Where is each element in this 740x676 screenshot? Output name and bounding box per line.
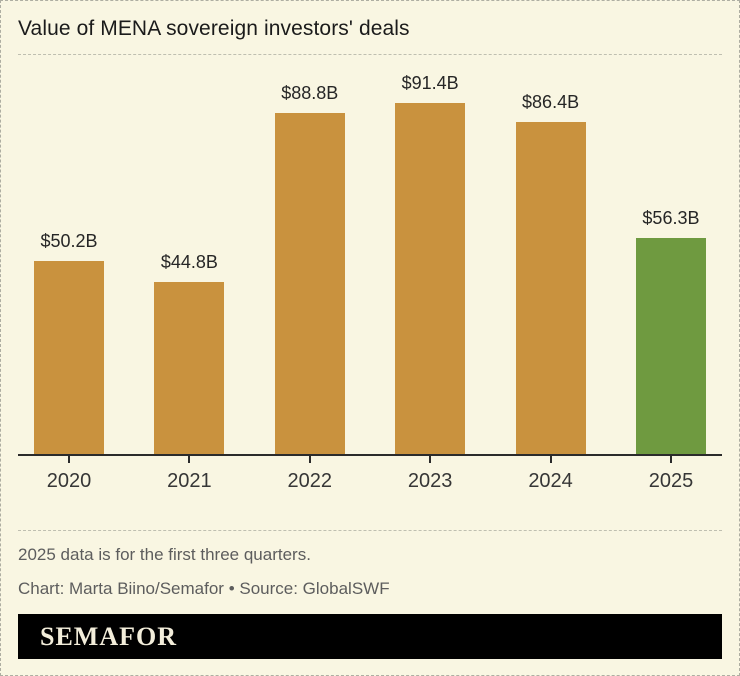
x-axis-line [18, 454, 722, 456]
title-divider [18, 54, 722, 55]
x-tick [429, 456, 432, 463]
plot-area: $50.2B $44.8B $88.8B $91.4B $86.4B $56.3… [18, 73, 722, 454]
bar-column: $56.3B [635, 208, 706, 454]
bar [274, 113, 345, 454]
bar-value-label: $86.4B [522, 92, 580, 112]
bar-column: $44.8B [154, 252, 225, 454]
x-tick-group: 2022 [275, 456, 345, 493]
x-tick-label: 2025 [648, 470, 694, 492]
bar-column: $86.4B [515, 92, 586, 454]
bar [34, 261, 104, 454]
x-tick [188, 456, 191, 463]
x-tick-group: 2021 [154, 456, 224, 493]
chart-title: Value of MENA sovereign investors' deals [18, 17, 410, 40]
bar-value-label: $56.3B [642, 208, 700, 228]
footnote: 2025 data is for the first three quarter… [18, 545, 311, 564]
x-tick-label: 2022 [287, 470, 333, 492]
bar-value-label: $50.2B [40, 231, 98, 251]
x-tick [549, 456, 552, 463]
bar-value-label: $91.4B [401, 73, 459, 93]
x-tick-label: 2021 [167, 470, 212, 492]
logo-bar: SEMAFOR [18, 614, 722, 659]
bar [635, 238, 706, 454]
bar [515, 122, 586, 454]
bar [154, 282, 225, 454]
x-tick [308, 456, 311, 463]
x-tick [669, 456, 672, 463]
x-tick-group: 2025 [636, 456, 706, 493]
bar-column: $88.8B [274, 83, 345, 454]
x-tick-group: 2020 [34, 456, 104, 493]
x-tick [68, 456, 70, 463]
bar-value-label: $88.8B [281, 83, 339, 103]
x-tick-group: 2024 [516, 456, 586, 493]
x-tick-group: 2023 [395, 456, 465, 493]
credit-line: Chart: Marta Biino/Semafor • Source: Glo… [18, 579, 390, 598]
bar-value-label: $44.8B [160, 252, 218, 272]
bar [395, 103, 466, 454]
footer-divider [18, 530, 722, 531]
bar-column: $50.2B [34, 231, 104, 454]
x-axis-labels: 2020 2021 2022 2023 2024 2025 [18, 456, 722, 493]
x-tick-label: 2023 [407, 470, 453, 492]
x-tick-label: 2020 [46, 470, 92, 492]
semafor-logo: SEMAFOR [40, 621, 177, 651]
x-tick-label: 2024 [528, 470, 573, 492]
bar-column: $91.4B [395, 73, 466, 454]
